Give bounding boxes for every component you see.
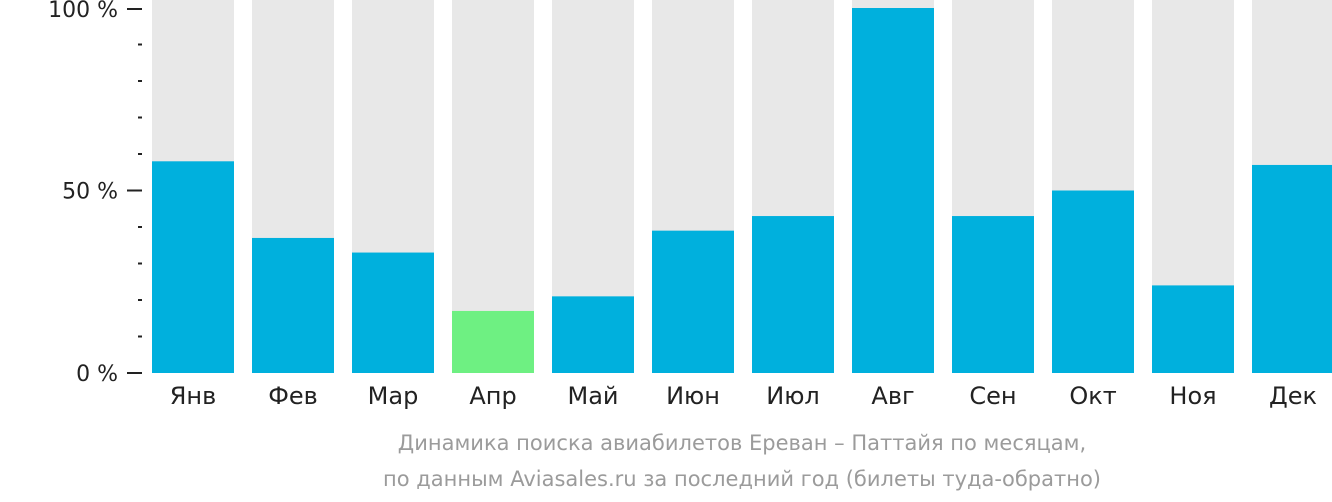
bar-10 <box>1052 190 1134 373</box>
bar-5 <box>552 296 634 373</box>
y-axis: 0 % 50 % 100 % <box>48 0 142 387</box>
month-label-11: Ноя <box>1169 382 1216 410</box>
bar-7 <box>752 216 834 373</box>
y-tick-label-3: 100 % <box>48 0 118 23</box>
bar-12 <box>1252 164 1332 373</box>
y-tick-label-2: 50 % <box>62 180 118 205</box>
month-label-9: Сен <box>969 382 1016 410</box>
month-label-3: Мар <box>368 382 419 410</box>
bar-1 <box>152 161 234 373</box>
bar-8 <box>852 8 934 373</box>
month-label-4: Апр <box>469 382 516 410</box>
bar-4 <box>452 310 534 373</box>
y-tick-label-1: 0 % <box>76 362 118 387</box>
month-label-2: Фев <box>268 382 318 410</box>
month-label-5: Май <box>567 382 618 410</box>
bar-11 <box>1152 285 1234 373</box>
x-axis-labels: Янв Фев Мар Апр Май Июн Июл Авг Сен Окт Ноя Дек <box>170 382 1317 410</box>
month-label-1: Янв <box>170 382 217 410</box>
bar-2 <box>252 237 334 373</box>
bar-6 <box>652 230 734 373</box>
month-label-6: Июн <box>666 382 720 410</box>
month-label-12: Дек <box>1269 382 1317 410</box>
value-bars <box>152 8 1332 373</box>
background-bar-4 <box>452 0 534 373</box>
bar-9 <box>952 216 1034 373</box>
bar-3 <box>352 252 434 373</box>
chart-caption-line-2: по данным Aviasales.ru за последний год … <box>383 467 1101 491</box>
month-label-7: Июл <box>766 382 820 410</box>
month-label-8: Авг <box>871 382 914 410</box>
chart-caption-line-1: Динамика поиска авиабилетов Ереван – Пат… <box>397 431 1087 455</box>
month-label-10: Окт <box>1069 382 1116 410</box>
